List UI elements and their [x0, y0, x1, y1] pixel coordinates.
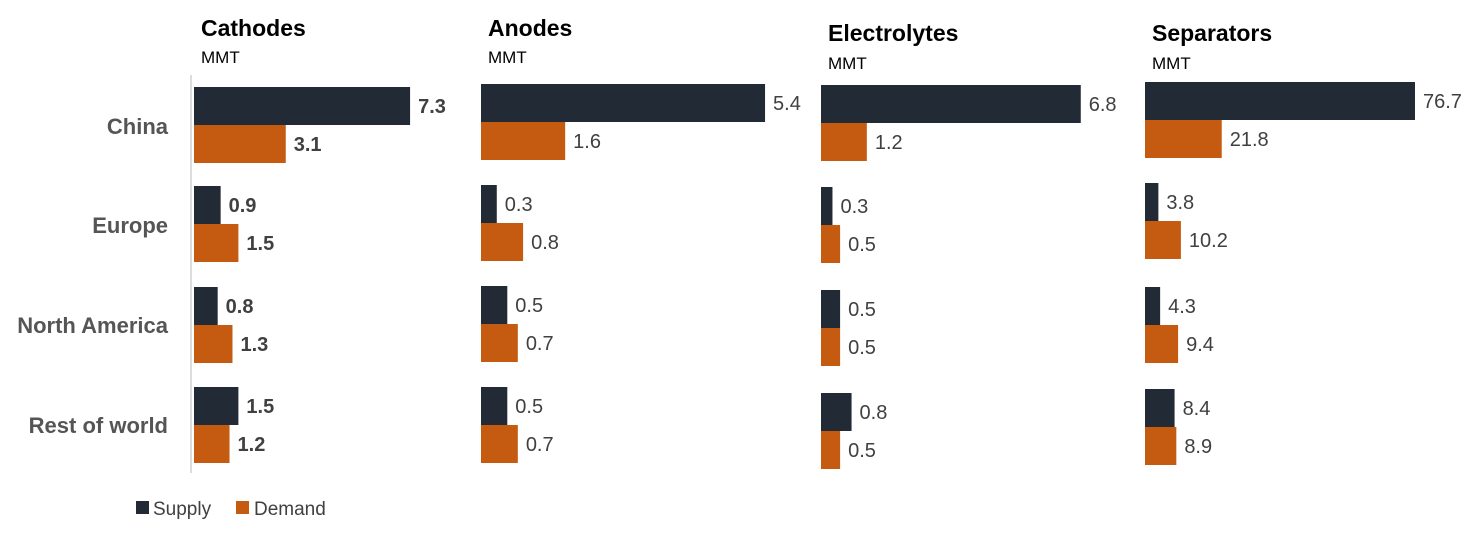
value-label-anodes-rest-of-world-demand: 0.7 [526, 434, 554, 456]
panel-title-cathodes: Cathodes [201, 15, 306, 41]
value-label-anodes-north-america-demand: 0.7 [526, 333, 554, 355]
bar-electrolytes-europe-supply [821, 187, 833, 225]
value-label-separators-europe-demand: 10.2 [1189, 230, 1228, 252]
value-label-electrolytes-north-america-supply: 0.5 [848, 299, 876, 321]
bar-electrolytes-rest-of-world-supply [821, 393, 852, 431]
value-label-cathodes-europe-demand: 1.5 [246, 233, 274, 255]
panel-title-separators: Separators [1152, 20, 1272, 46]
legend-supply-label: Supply [153, 499, 212, 520]
value-label-separators-china-demand: 21.8 [1230, 129, 1269, 151]
value-label-separators-rest-of-world-supply: 8.4 [1183, 398, 1211, 420]
bar-separators-north-america-supply [1145, 287, 1161, 325]
value-label-anodes-north-america-supply: 0.5 [515, 295, 543, 317]
panel-electrolytes: Electrolytes MMT 6.8 0.3 0.5 0.8 1.2 0.5 0.5 0.5 [821, 20, 1117, 469]
panel-title-electrolytes: Electrolytes [828, 20, 958, 46]
panel-unit-separators: MMT [1152, 54, 1191, 73]
value-label-cathodes-europe-supply: 0.9 [229, 195, 257, 217]
value-label-electrolytes-rest-of-world-demand: 0.5 [848, 440, 876, 462]
category-labels: China Europe North America Rest of world [17, 114, 169, 438]
bar-cathodes-rest-of-world-demand [194, 425, 230, 463]
bar-separators-europe-supply [1145, 183, 1159, 221]
value-label-anodes-china-supply: 5.4 [773, 93, 801, 115]
value-label-cathodes-north-america-demand: 1.3 [240, 334, 268, 356]
value-label-electrolytes-rest-of-world-supply: 0.8 [860, 402, 888, 424]
value-label-cathodes-north-america-supply: 0.8 [226, 296, 254, 318]
value-label-separators-north-america-demand: 9.4 [1186, 334, 1214, 356]
bar-cathodes-north-america-supply [194, 287, 218, 325]
category-label-rest-of-world: Rest of world [29, 413, 168, 438]
bar-anodes-europe-demand [481, 223, 524, 261]
legend: Supply Demand [136, 499, 326, 520]
value-label-separators-rest-of-world-demand: 8.9 [1184, 436, 1212, 458]
bar-anodes-north-america-demand [481, 324, 518, 362]
value-label-separators-europe-supply: 3.8 [1166, 192, 1194, 214]
panel-anodes: Anodes MMT 5.4 0.3 0.5 0.5 1.6 0.8 0.7 0.7 [481, 15, 801, 463]
value-label-electrolytes-north-america-demand: 0.5 [848, 337, 876, 359]
bar-cathodes-europe-demand [194, 224, 239, 262]
legend-demand-label: Demand [254, 499, 326, 520]
bar-separators-north-america-demand [1145, 325, 1179, 363]
bar-cathodes-china-supply [194, 87, 411, 125]
bar-electrolytes-china-supply [821, 85, 1081, 123]
bar-anodes-china-demand [481, 122, 566, 160]
bar-anodes-north-america-supply [481, 286, 508, 324]
panel-separators: Separators MMT 76.7 3.8 4.3 8.4 21.8 10.2 9.4 8.9 [1145, 20, 1462, 465]
category-label-china: China [107, 114, 169, 139]
value-label-anodes-rest-of-world-supply: 0.5 [515, 396, 543, 418]
value-label-cathodes-china-supply: 7.3 [418, 96, 446, 118]
panel-cathodes: Cathodes MMT 7.3 0.9 0.8 1.5 3.1 1.5 1.3 1.2 [194, 15, 446, 463]
value-label-separators-north-america-supply: 4.3 [1168, 296, 1196, 318]
value-label-anodes-europe-demand: 0.8 [531, 232, 559, 254]
bar-electrolytes-rest-of-world-demand [821, 431, 841, 469]
bar-cathodes-north-america-demand [194, 325, 233, 363]
bar-cathodes-europe-supply [194, 186, 221, 224]
panel-unit-electrolytes: MMT [828, 54, 867, 73]
value-label-anodes-europe-supply: 0.3 [505, 194, 533, 216]
value-label-cathodes-china-demand: 3.1 [294, 134, 322, 156]
bar-anodes-rest-of-world-demand [481, 425, 518, 463]
category-label-europe: Europe [92, 213, 168, 238]
panel-unit-anodes: MMT [488, 48, 527, 67]
value-label-anodes-china-demand: 1.6 [573, 131, 601, 153]
panel-title-anodes: Anodes [488, 15, 572, 41]
value-label-electrolytes-europe-demand: 0.5 [848, 234, 876, 256]
value-label-electrolytes-europe-supply: 0.3 [840, 196, 868, 218]
value-label-cathodes-rest-of-world-demand: 1.2 [238, 434, 266, 456]
bar-separators-china-demand [1145, 120, 1222, 158]
legend-supply-swatch [136, 501, 149, 514]
bar-anodes-china-supply [481, 84, 766, 122]
bar-separators-rest-of-world-demand [1145, 427, 1177, 465]
category-label-north-america: North America [17, 313, 169, 338]
bar-separators-china-supply [1145, 82, 1415, 120]
value-label-electrolytes-china-demand: 1.2 [875, 132, 903, 154]
bar-electrolytes-europe-demand [821, 225, 841, 263]
bar-electrolytes-north-america-supply [821, 290, 841, 328]
bar-anodes-europe-supply [481, 185, 497, 223]
legend-demand-swatch [236, 501, 249, 514]
bar-separators-europe-demand [1145, 221, 1181, 259]
bar-anodes-rest-of-world-supply [481, 387, 508, 425]
bar-cathodes-rest-of-world-supply [194, 387, 239, 425]
bar-electrolytes-china-demand [821, 123, 867, 161]
value-label-separators-china-supply: 76.7 [1423, 91, 1462, 113]
panel-unit-cathodes: MMT [201, 48, 240, 67]
bar-electrolytes-north-america-demand [821, 328, 841, 366]
value-label-electrolytes-china-supply: 6.8 [1089, 94, 1117, 116]
bar-separators-rest-of-world-supply [1145, 389, 1175, 427]
value-label-cathodes-rest-of-world-supply: 1.5 [246, 396, 274, 418]
chart-panels: Cathodes MMT 7.3 0.9 0.8 1.5 3.1 1.5 1.3 1.2 Anode… [194, 15, 1462, 469]
bar-cathodes-china-demand [194, 125, 286, 163]
